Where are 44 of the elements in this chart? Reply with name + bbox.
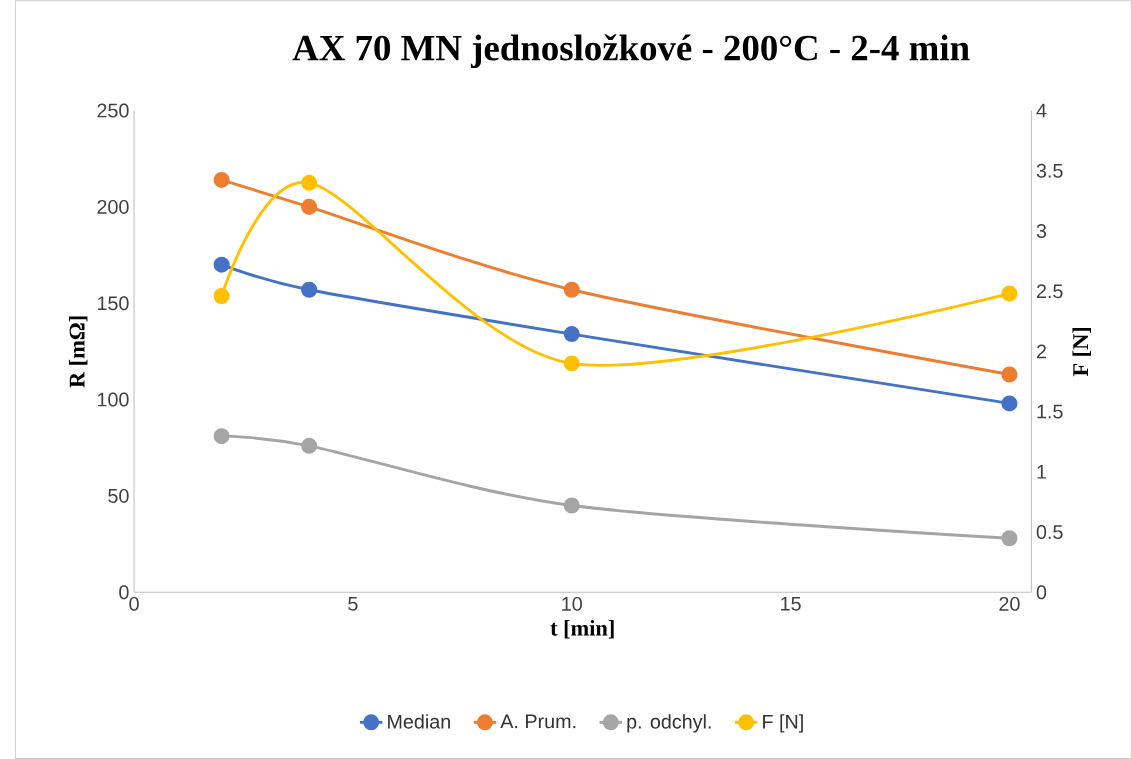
x-tick-label: 20 <box>999 596 1020 611</box>
y2-tick-label: 1 <box>1037 465 1046 479</box>
y2-tick-label: 2 <box>1036 344 1046 359</box>
legend-label: A. Prum. <box>500 714 576 729</box>
chart-title: AX 70 MN jednosložkové - 200°C - 2-4 min <box>292 34 970 68</box>
y2-tick-label: 3 <box>1036 223 1047 238</box>
point <box>213 256 230 273</box>
point <box>213 171 230 188</box>
point <box>1001 366 1018 383</box>
point <box>301 281 318 298</box>
y-axis-title: R [mΩ] <box>68 316 88 388</box>
point <box>563 355 580 372</box>
y-tick-label: 100 <box>97 392 129 407</box>
point <box>301 174 318 191</box>
point <box>301 437 318 454</box>
point <box>563 281 580 298</box>
y-tick-label: 150 <box>97 296 129 311</box>
legend-label: Median <box>388 714 450 729</box>
y2-tick-label: 4 <box>1036 103 1047 118</box>
point <box>1001 530 1018 547</box>
x-tick-label: 0 <box>129 596 139 611</box>
y-tick-label: 0 <box>119 585 129 600</box>
point <box>213 428 230 445</box>
legend-label: p. odchyl. <box>627 714 711 733</box>
x-tick-label: 10 <box>562 596 582 611</box>
y2-tick-label: 3.5 <box>1036 163 1063 178</box>
point <box>1001 395 1018 412</box>
point <box>563 326 580 343</box>
x-tick-label: 15 <box>781 596 801 611</box>
point <box>213 287 230 305</box>
y2-tick-label: 2.5 <box>1036 284 1063 299</box>
legend-label: F [N] <box>763 714 803 733</box>
y-tick-label: 250 <box>97 103 129 118</box>
point <box>563 497 580 514</box>
x-tick-label: 5 <box>348 596 358 611</box>
point <box>301 198 318 215</box>
y2-tick-label: 0.5 <box>1036 525 1063 539</box>
point <box>1001 285 1018 302</box>
y-tick-label: 50 <box>108 488 129 503</box>
y2-axis-title: F [N] <box>1072 327 1091 377</box>
y2-tick-label: 1.5 <box>1037 404 1063 419</box>
y-tick-label: 200 <box>97 199 129 214</box>
y2-tick-label: 0 <box>1036 585 1047 600</box>
x-axis-title: t [min] <box>550 619 614 639</box>
